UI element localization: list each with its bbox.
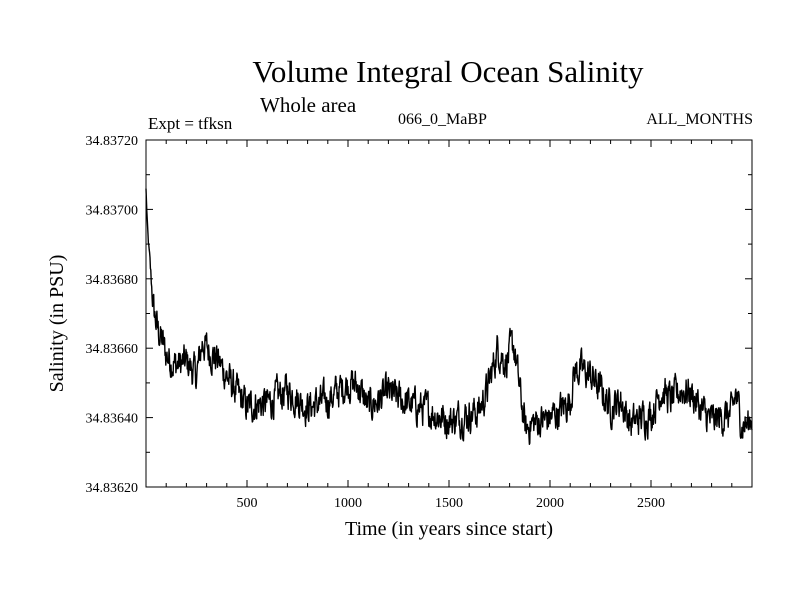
y-axis-label: Salinity (in PSU) [46,255,68,393]
x-tick-label: 2500 [637,496,665,511]
y-tick-label: 34.83660 [86,342,139,357]
chart-title: Volume Integral Ocean Salinity [252,54,644,89]
x-tick-label: 500 [237,496,258,511]
plot-frame [145,139,753,488]
y-tick-label: 34.83680 [86,273,139,288]
x-tick-label: 1000 [334,496,362,511]
salinity-series-line [145,188,753,445]
x-tick-label: 2000 [536,496,564,511]
experiment-label: Expt = tfksn [148,114,233,133]
period-label: ALL_MONTHS [646,111,753,128]
x-axis-label: Time (in years since start) [345,518,553,540]
x-tick-labels: 500 1000 1500 2000 2500 [237,496,666,511]
experiment-name-label: 066_0_MaBP [398,111,487,128]
y-tick-label: 34.83640 [86,412,139,427]
y-tick-label: 34.83700 [86,203,139,218]
y-tick-label: 34.83620 [86,481,139,496]
x-tick-label: 1500 [435,496,463,511]
chart-subtitle: Whole area [260,93,357,117]
axis-ticks [146,139,752,488]
y-tick-label: 34.83720 [86,134,139,149]
y-tick-labels: 34.83620 34.83640 34.83660 34.83680 34.83700… [86,134,139,496]
